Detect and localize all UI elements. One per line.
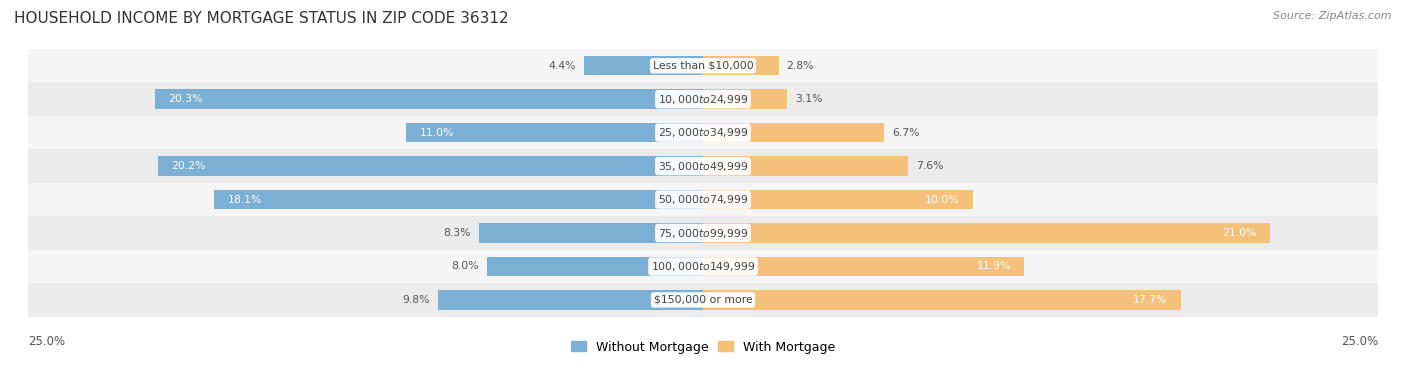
Text: 17.7%: 17.7% (1133, 295, 1167, 305)
Bar (28, 49, 1378, 83)
Text: 25.0%: 25.0% (1341, 335, 1378, 348)
Bar (28, 283, 1378, 317)
Bar (406, 123, 703, 143)
Text: 7.6%: 7.6% (917, 161, 943, 171)
Text: $35,000 to $49,999: $35,000 to $49,999 (658, 159, 748, 173)
Text: $150,000 or more: $150,000 or more (654, 295, 752, 305)
Bar (157, 156, 703, 176)
Bar (214, 190, 703, 209)
Text: $50,000 to $74,999: $50,000 to $74,999 (658, 193, 748, 206)
Bar (703, 223, 1270, 243)
Text: 11.9%: 11.9% (976, 262, 1011, 271)
Text: 18.1%: 18.1% (228, 195, 263, 205)
Text: 8.3%: 8.3% (443, 228, 471, 238)
Text: Less than $10,000: Less than $10,000 (652, 61, 754, 71)
Text: 2.8%: 2.8% (787, 61, 814, 71)
Text: $25,000 to $34,999: $25,000 to $34,999 (658, 126, 748, 139)
Text: $100,000 to $149,999: $100,000 to $149,999 (651, 260, 755, 273)
Text: 3.1%: 3.1% (794, 94, 823, 104)
Bar (439, 290, 703, 310)
Legend: Without Mortgage, With Mortgage: Without Mortgage, With Mortgage (565, 336, 841, 359)
Bar (703, 56, 779, 75)
Text: 8.0%: 8.0% (451, 262, 479, 271)
Bar (28, 83, 1378, 116)
Bar (703, 190, 973, 209)
Text: Source: ZipAtlas.com: Source: ZipAtlas.com (1274, 11, 1392, 21)
Bar (486, 257, 703, 276)
Text: 25.0%: 25.0% (28, 335, 65, 348)
Bar (703, 123, 884, 143)
Bar (703, 89, 787, 109)
Bar (28, 216, 1378, 250)
Bar (28, 116, 1378, 149)
Text: $75,000 to $99,999: $75,000 to $99,999 (658, 227, 748, 239)
Bar (28, 250, 1378, 283)
Bar (479, 223, 703, 243)
Text: 20.2%: 20.2% (172, 161, 205, 171)
Text: 10.0%: 10.0% (925, 195, 959, 205)
Bar (703, 257, 1024, 276)
Bar (155, 89, 703, 109)
Text: 4.4%: 4.4% (548, 61, 576, 71)
Text: HOUSEHOLD INCOME BY MORTGAGE STATUS IN ZIP CODE 36312: HOUSEHOLD INCOME BY MORTGAGE STATUS IN Z… (14, 11, 509, 26)
Text: 9.8%: 9.8% (404, 295, 430, 305)
Text: 11.0%: 11.0% (419, 128, 454, 138)
Bar (703, 290, 1181, 310)
Text: 20.3%: 20.3% (169, 94, 202, 104)
Bar (28, 183, 1378, 216)
Bar (585, 56, 703, 75)
Bar (703, 156, 908, 176)
Text: 21.0%: 21.0% (1222, 228, 1257, 238)
Bar (28, 149, 1378, 183)
Text: 6.7%: 6.7% (891, 128, 920, 138)
Text: $10,000 to $24,999: $10,000 to $24,999 (658, 93, 748, 106)
